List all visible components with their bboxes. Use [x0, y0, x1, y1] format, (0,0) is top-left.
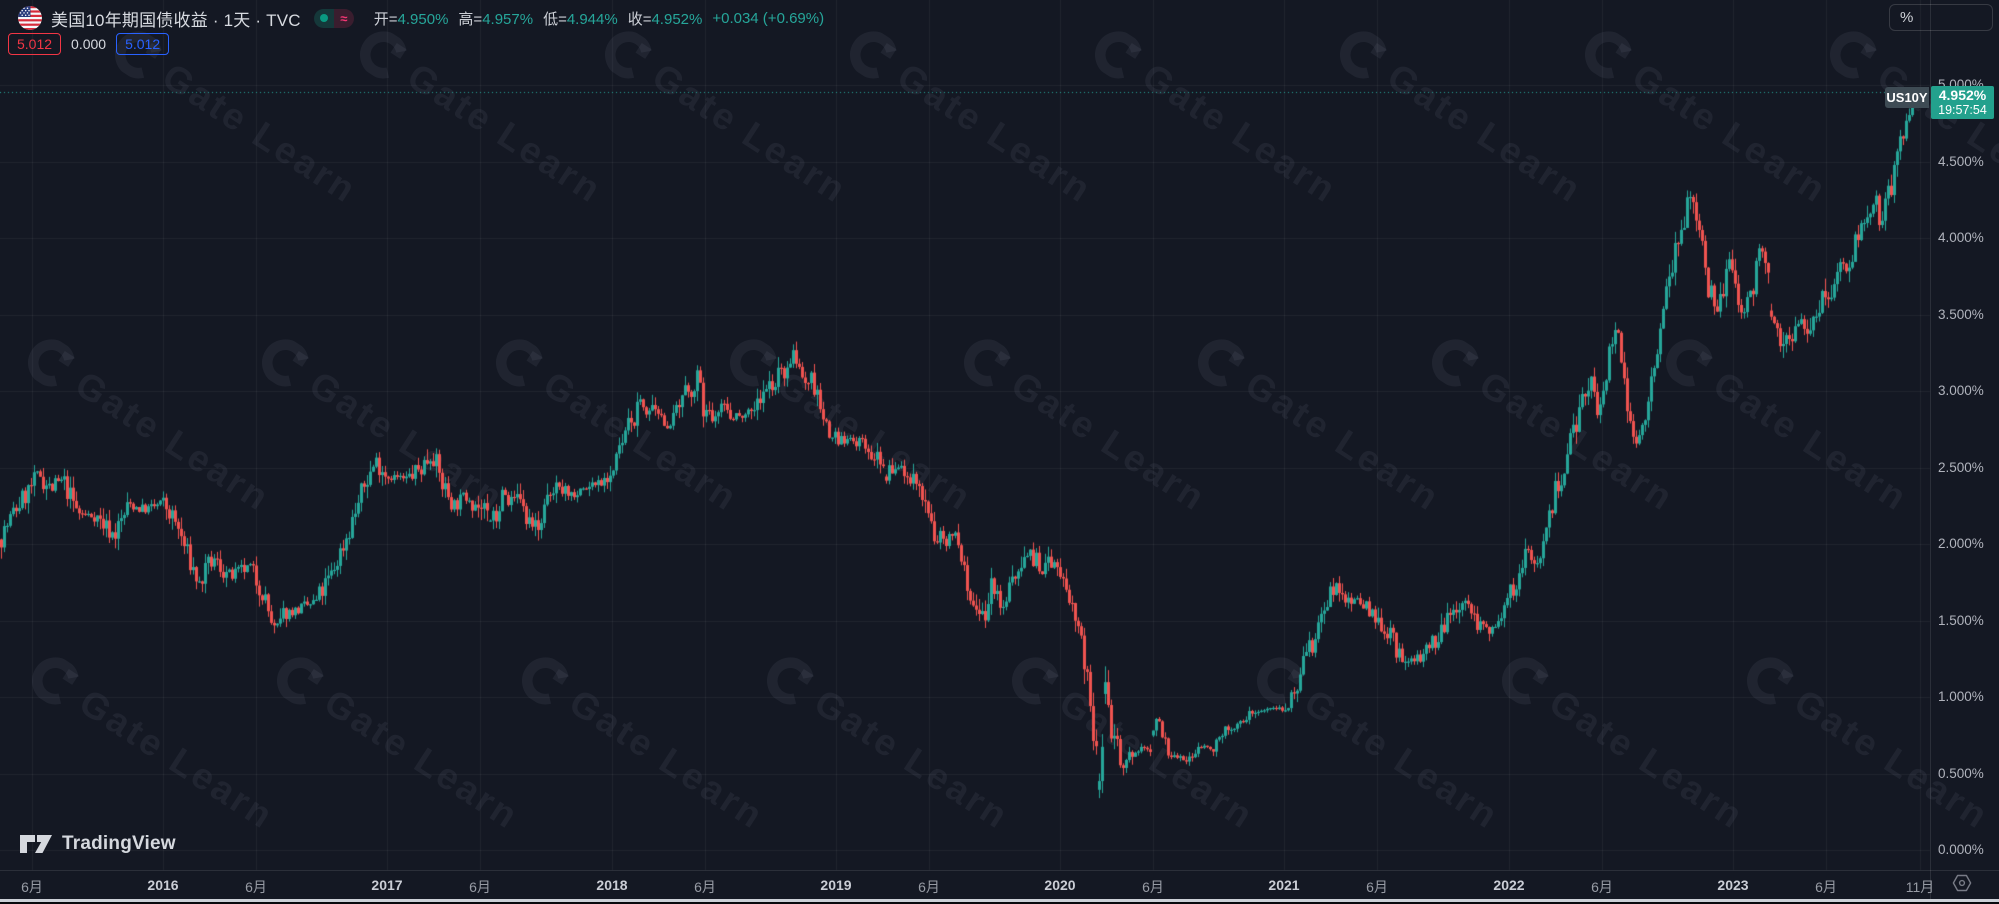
ohlc-readout: 开=4.950% 高=4.957% 低=4.944% 收=4.952% +0.034 (… [374, 8, 824, 29]
price-values-row: 5.012 0.000 5.012 [8, 33, 170, 55]
y-axis-tick: 2.000% [1938, 536, 1984, 551]
symbol-title[interactable]: 美国10年期国债收益 · 1天 · TVC [51, 10, 301, 30]
x-axis-tick: 11月 [1905, 879, 1935, 895]
low-value-badge: 5.012 [116, 33, 170, 55]
time-axis[interactable]: 6月 2016 6月 2017 6月 2018 6月 2019 6月 2020 6月 2021 6月 20… [0, 871, 1999, 899]
x-axis-tick: 2019 [820, 877, 852, 893]
y-axis-tick: 4.500% [1938, 153, 1984, 169]
axis-settings-gear-icon[interactable] [1952, 874, 1972, 892]
y-axis-tick: 2.500% [1938, 459, 1984, 475]
price-unit-button[interactable]: % [1889, 4, 1993, 31]
y-axis-tick: 1.000% [1938, 689, 1984, 704]
high-value-badge: 5.012 [8, 33, 62, 55]
time-axis-separator [0, 870, 1999, 871]
price-axis-separator [1930, 0, 1931, 899]
market-status-pill[interactable]: ≈ [313, 8, 354, 28]
change-readout: +0.034 (+0.69%) [712, 9, 825, 27]
last-price-label: 4.952% 19:57:54 [1931, 86, 1994, 119]
x-axis-tick: 6月 [918, 879, 940, 895]
x-axis-tick: 6月 [1815, 879, 1837, 895]
x-axis-tick: 6月 [1142, 879, 1164, 895]
market-open-indicator [313, 8, 334, 28]
x-axis-tick: 6月 [469, 879, 491, 895]
market-open-dot-icon [319, 14, 328, 22]
y-axis-tick: 0.500% [1938, 765, 1984, 781]
y-axis-tick: 3.500% [1938, 306, 1984, 322]
symbol-axis-label: US10Y [1885, 87, 1929, 108]
x-axis-tick: 2020 [1044, 877, 1076, 893]
tradingview-mark-icon [20, 835, 52, 853]
x-axis-tick: 2016 [147, 877, 179, 893]
ohlc-segment: 高=4.957% [458, 10, 534, 28]
ohlc-segment: 开=4.950% [373, 10, 449, 28]
bottom-strip [0, 899, 1999, 902]
last-price-value: 4.952% [1938, 86, 1987, 103]
x-axis-tick: 2017 [371, 877, 403, 893]
tradingview-logo[interactable]: TradingView [19, 833, 176, 855]
x-axis-tick: 2021 [1268, 877, 1300, 893]
x-axis-tick: 2018 [596, 877, 628, 893]
chart-header: 美国10年期国债收益 · 1天 · TVC ≈ 开=4.950% 高=4.957%… [18, 6, 824, 30]
x-axis-tick: 6月 [1366, 879, 1388, 895]
x-axis-tick: 2022 [1493, 877, 1525, 893]
middle-value-badge: 0.000 [71, 36, 107, 52]
y-axis-tick: 1.500% [1938, 612, 1984, 628]
ohlc-segment: 收=4.952% [627, 10, 703, 28]
approx-data-icon: ≈ [333, 8, 354, 28]
x-axis-tick: 2023 [1717, 877, 1749, 893]
ohlc-segment: 低=4.944% [543, 10, 618, 28]
x-axis-tick: 6月 [245, 879, 267, 895]
x-axis-tick: 6月 [694, 879, 716, 895]
x-axis-tick: 6月 [1591, 879, 1613, 895]
y-axis-tick: 4.000% [1938, 230, 1984, 245]
y-axis-tick: 0.000% [1938, 842, 1984, 857]
tradingview-logo-text: TradingView [62, 833, 176, 854]
bar-countdown: 19:57:54 [1938, 102, 1987, 117]
us-flag-icon [18, 6, 42, 30]
x-axis-tick: 6月 [21, 879, 43, 895]
bottom-edge [0, 902, 1999, 904]
y-axis-tick: 3.000% [1938, 383, 1984, 398]
